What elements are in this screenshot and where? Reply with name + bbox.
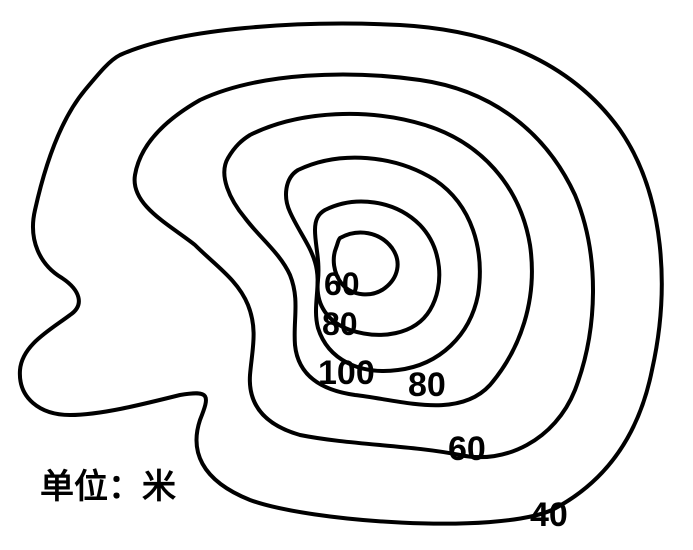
unit-label: 单位：米 — [40, 470, 176, 504]
contour-diagram: 6080100806040 单位：米 — [0, 0, 693, 550]
elevation-label-80-3: 80 — [408, 368, 446, 402]
elevation-label-60-0: 60 — [324, 268, 360, 300]
contour-60 — [135, 75, 593, 458]
elevation-label-40-5: 40 — [530, 498, 568, 532]
elevation-label-100-2: 100 — [318, 356, 375, 390]
elevation-label-60-4: 60 — [448, 432, 486, 466]
elevation-label-80-1: 80 — [322, 308, 358, 340]
contour-100 — [286, 158, 480, 371]
